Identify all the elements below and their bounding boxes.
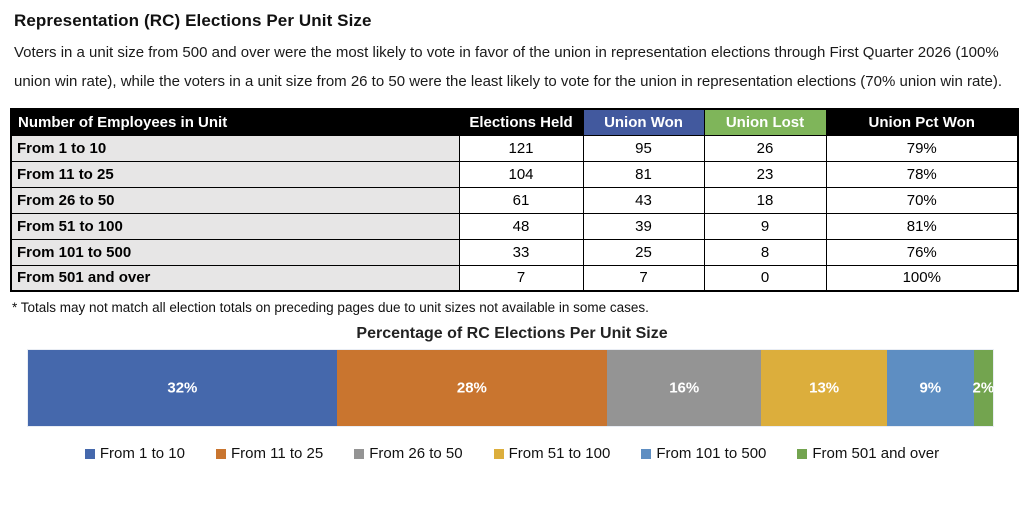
pct-cell: 81%: [825, 212, 1019, 240]
legend-item: From 101 to 500: [641, 445, 766, 462]
column-header: Union Won: [582, 108, 705, 136]
legend-swatch: [797, 448, 808, 459]
won-cell: 95: [582, 134, 705, 162]
legend-label: From 51 to 100: [508, 445, 611, 462]
table-row: From 26 to 50 61 43 18 70%: [10, 186, 1019, 214]
held-cell: 104: [458, 160, 584, 188]
page-title: Representation (RC) Elections Per Unit S…: [14, 11, 372, 30]
legend-label: From 1 to 10: [99, 445, 185, 462]
lost-cell: 26: [703, 134, 827, 162]
unit-size-cell: From 101 to 500: [10, 238, 460, 266]
held-cell: 7: [458, 264, 584, 292]
bar-segment-label: 28%: [456, 379, 487, 397]
bar-segment: 13%: [761, 350, 887, 426]
bar-segment: 9%: [886, 350, 974, 426]
bar-segment-label: 32%: [167, 379, 198, 397]
lost-cell: 0: [703, 264, 827, 292]
won-cell: 43: [582, 186, 705, 214]
held-cell: 121: [458, 134, 584, 162]
table-body: From 1 to 10 121 95 26 79% From 11 to 25 104 81…: [10, 134, 1019, 292]
table-row: From 101 to 500 33 25 8 76%: [10, 238, 1019, 266]
column-header: Number of Employees in Unit: [10, 108, 460, 136]
held-cell: 33: [458, 238, 584, 266]
lost-cell: 18: [703, 186, 827, 214]
rc-elections-chart: Percentage of RC Elections Per Unit Size…: [0, 325, 1024, 462]
won-cell: 25: [582, 238, 705, 266]
elections-table: Number of Employees in Unit Elections Hel…: [10, 108, 1019, 292]
pct-cell: 100%: [825, 264, 1019, 292]
pct-cell: 70%: [825, 186, 1019, 214]
legend-label: From 11 to 25: [230, 445, 324, 462]
legend-item: From 11 to 25: [215, 445, 324, 462]
won-cell: 7: [582, 264, 705, 292]
lost-cell: 23: [703, 160, 827, 188]
legend-item: From 51 to 100: [493, 445, 611, 462]
lost-cell: 9: [703, 212, 827, 240]
held-cell: 48: [458, 212, 584, 240]
bar-segment-label: 16%: [669, 379, 700, 397]
unit-size-cell: From 51 to 100: [10, 212, 460, 240]
unit-size-cell: From 501 and over: [10, 264, 460, 292]
bar-segment: 28%: [336, 350, 607, 426]
legend-item: From 1 to 10: [84, 445, 185, 462]
chart-legend: From 1 to 10 From 11 to 25 From 26 to 50 Fr…: [0, 445, 1024, 462]
page-description: Voters in a unit size from 500 and over …: [14, 44, 1003, 90]
pct-cell: 78%: [825, 160, 1019, 188]
won-cell: 81: [582, 160, 705, 188]
bar-segment: 32%: [28, 350, 337, 426]
column-header: Union Pct Won: [825, 108, 1019, 136]
bar-segment-label: 13%: [809, 379, 840, 397]
legend-swatch: [493, 448, 504, 459]
chart-title: Percentage of RC Elections Per Unit Size: [356, 325, 668, 342]
legend-item: From 501 and over: [797, 445, 939, 462]
bar-segment: 16%: [607, 350, 762, 426]
pct-cell: 76%: [825, 238, 1019, 266]
table-row: From 51 to 100 48 39 9 81%: [10, 212, 1019, 240]
table-header-row: Number of Employees in Unit Elections Hel…: [10, 108, 1019, 136]
bar-segment: 2%: [972, 350, 995, 426]
unit-size-cell: From 11 to 25: [10, 160, 460, 188]
table-row: From 11 to 25 104 81 23 78%: [10, 160, 1019, 188]
bar-segment-label: 2%: [972, 379, 995, 397]
legend-label: From 101 to 500: [656, 445, 767, 462]
legend-item: From 26 to 50: [354, 445, 463, 462]
won-cell: 39: [582, 212, 705, 240]
table-footnote: * Totals may not match all election tota…: [12, 300, 649, 315]
column-header: Union Lost: [703, 108, 827, 136]
unit-size-cell: From 1 to 10: [10, 134, 460, 162]
table-row: From 501 and over 7 7 0 100%: [10, 264, 1019, 292]
legend-label: From 26 to 50: [369, 445, 463, 462]
stacked-bar: 32% 28% 16% 13% 9% 2%: [27, 349, 995, 427]
table-row: From 1 to 10 121 95 26 79%: [10, 134, 1019, 162]
bar-segment-label: 9%: [919, 379, 942, 397]
lost-cell: 8: [703, 238, 827, 266]
legend-swatch: [84, 448, 95, 459]
legend-label: From 501 and over: [812, 445, 940, 462]
column-header: Elections Held: [458, 108, 584, 136]
held-cell: 61: [458, 186, 584, 214]
legend-swatch: [641, 448, 652, 459]
legend-swatch: [354, 448, 365, 459]
pct-cell: 79%: [825, 134, 1019, 162]
legend-swatch: [215, 448, 226, 459]
unit-size-cell: From 26 to 50: [10, 186, 460, 214]
